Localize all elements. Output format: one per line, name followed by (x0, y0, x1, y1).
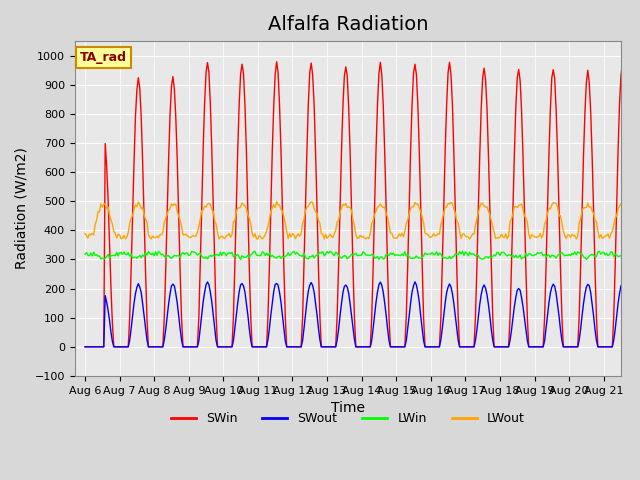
SWin (558, 313, 566, 319)
LWout (367, 230, 374, 236)
LWout (273, 199, 280, 204)
Line: SWout: SWout (85, 282, 637, 347)
SWin (273, 59, 280, 65)
SWout (204, 279, 211, 285)
Y-axis label: Radiation (W/m2): Radiation (W/m2) (15, 147, 29, 269)
Line: SWin: SWin (85, 62, 637, 347)
SWin (633, 344, 640, 350)
SWout (476, 301, 484, 307)
SWin (117, 344, 125, 350)
LWout (632, 234, 639, 240)
SWin (476, 152, 484, 158)
LWin (81, 252, 89, 257)
LWout (117, 236, 125, 241)
LWin (367, 252, 374, 258)
Legend: SWin, SWout, LWin, LWout: SWin, SWout, LWin, LWout (166, 407, 530, 430)
LWin (237, 257, 244, 263)
SWin (367, 344, 374, 350)
Title: Alfalfa Radiation: Alfalfa Radiation (268, 15, 428, 34)
SWin (630, 344, 637, 350)
X-axis label: Time: Time (331, 401, 365, 415)
Text: TA_rad: TA_rad (80, 51, 127, 64)
LWin (117, 250, 125, 255)
LWout (477, 201, 485, 206)
LWin (595, 249, 603, 254)
LWout (81, 231, 89, 237)
LWin (476, 255, 484, 261)
LWin (100, 256, 108, 262)
SWout (81, 344, 89, 350)
Line: LWout: LWout (85, 202, 637, 239)
SWin (81, 344, 89, 350)
SWout (117, 344, 125, 350)
SWout (100, 344, 108, 350)
LWout (633, 231, 640, 237)
LWin (633, 250, 640, 256)
SWout (367, 344, 374, 350)
LWout (100, 201, 108, 207)
Line: LWin: LWin (85, 252, 637, 260)
SWout (630, 344, 637, 350)
LWout (466, 236, 474, 242)
LWout (559, 228, 567, 234)
SWout (633, 344, 640, 350)
SWin (100, 344, 108, 350)
LWin (632, 249, 639, 254)
SWout (558, 337, 566, 343)
LWin (558, 250, 566, 256)
